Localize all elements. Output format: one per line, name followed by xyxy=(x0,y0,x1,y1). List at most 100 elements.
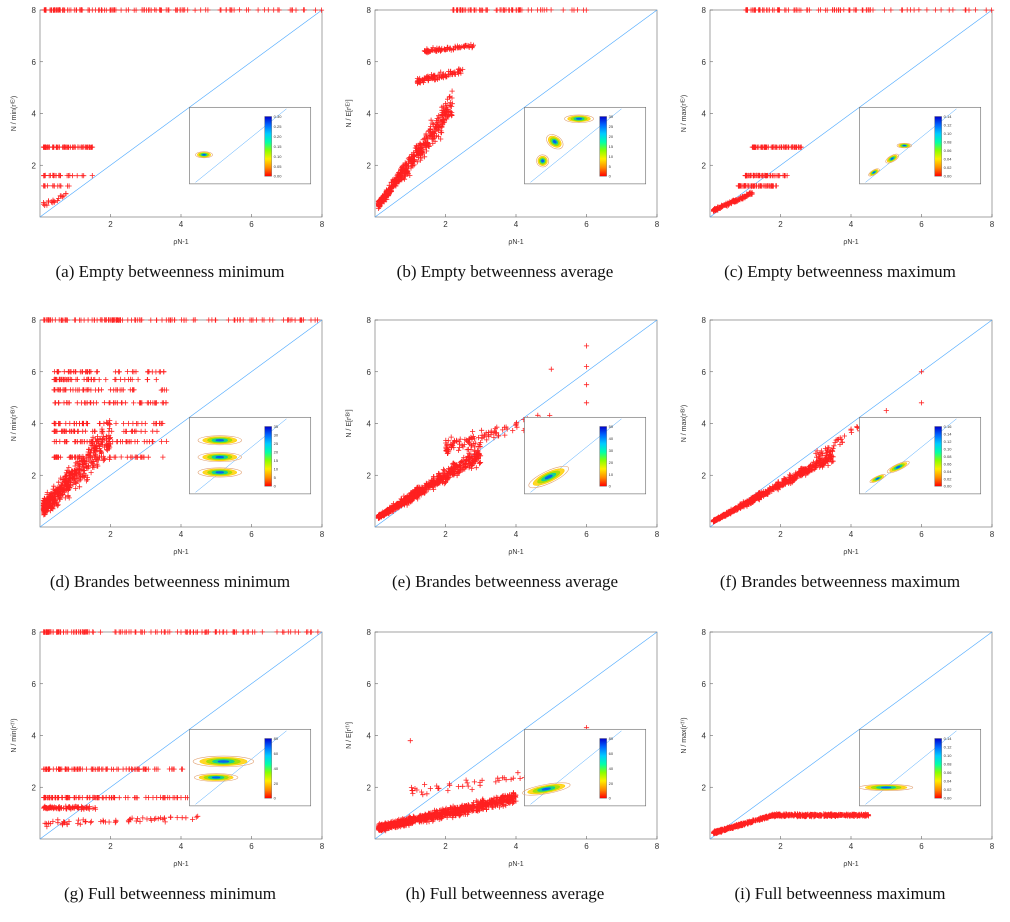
data-point xyxy=(443,438,448,443)
y-axis-label: N / E[r⁽ᶠ⁾] xyxy=(345,722,353,749)
colorbar-tick-label: 0.00 xyxy=(274,174,283,179)
data-point xyxy=(470,429,475,434)
y-tick-label: 2 xyxy=(367,161,372,170)
x-tick-label: 2 xyxy=(778,530,783,539)
colorbar xyxy=(600,426,607,486)
data-point xyxy=(183,629,188,634)
density-inset: 0.160.140.120.100.080.060.040.020.00 xyxy=(859,417,980,494)
data-point xyxy=(245,629,250,634)
y-tick-label: 8 xyxy=(32,6,37,15)
x-axis-label: ρN-1 xyxy=(173,239,188,246)
data-point xyxy=(135,816,140,821)
colorbar-tick-label: 15 xyxy=(609,144,614,149)
y-tick-label: 6 xyxy=(32,680,37,689)
density-contour xyxy=(218,760,229,762)
data-point xyxy=(882,7,887,12)
x-tick-label: 6 xyxy=(584,220,589,229)
data-point xyxy=(919,369,924,374)
data-point xyxy=(855,425,860,430)
density-contour xyxy=(216,472,224,474)
colorbar-tick-label: 0.10 xyxy=(944,131,953,136)
data-point xyxy=(441,467,446,472)
data-point xyxy=(113,819,118,824)
data-point xyxy=(84,369,89,374)
y-tick-label: 6 xyxy=(32,58,37,67)
data-point xyxy=(308,317,313,322)
data-point xyxy=(154,377,159,382)
density-contour xyxy=(216,456,224,458)
colorbar-tick-label: 10 xyxy=(274,467,279,472)
data-point xyxy=(66,493,71,498)
data-point xyxy=(218,7,223,12)
data-point xyxy=(237,317,242,322)
data-point xyxy=(77,421,82,426)
data-point xyxy=(457,445,462,450)
data-point xyxy=(449,113,454,118)
data-point xyxy=(860,8,865,13)
subfigure-caption: (g) Full betweenness minimum xyxy=(0,884,340,904)
data-point xyxy=(159,317,164,322)
y-tick-label: 2 xyxy=(702,161,707,170)
data-point xyxy=(206,317,211,322)
data-point xyxy=(250,629,255,634)
colorbar-tick-label: 0.12 xyxy=(944,123,953,128)
data-point xyxy=(228,7,233,12)
data-point xyxy=(67,421,72,426)
data-point xyxy=(495,8,500,13)
density-contour xyxy=(576,118,581,119)
data-point xyxy=(42,183,47,188)
data-point xyxy=(190,817,195,822)
colorbar-tick-label: 50 xyxy=(609,424,614,429)
data-point xyxy=(103,767,108,772)
data-point xyxy=(429,118,434,123)
data-point xyxy=(98,630,103,635)
data-point xyxy=(950,7,955,12)
colorbar-tick-label: 40 xyxy=(274,766,279,771)
data-point xyxy=(260,629,265,634)
colorbar-tick-label: 0.02 xyxy=(944,476,953,481)
data-point xyxy=(88,820,93,825)
data-point xyxy=(61,629,66,634)
data-point xyxy=(476,435,481,440)
colorbar-tick-label: 0.00 xyxy=(944,484,953,489)
data-point xyxy=(153,816,158,821)
data-point xyxy=(97,421,102,426)
data-point xyxy=(584,364,589,369)
y-axis-label: N / min(r⁽ᴮ⁾) xyxy=(10,406,18,442)
x-axis-label: ρN-1 xyxy=(843,549,858,556)
data-point xyxy=(150,439,155,444)
data-point xyxy=(900,7,905,12)
y-tick-label: 4 xyxy=(367,110,372,119)
data-point xyxy=(106,421,111,426)
data-point xyxy=(584,382,589,387)
data-point xyxy=(113,421,118,426)
data-point xyxy=(164,439,169,444)
colorbar-tick-label: 25 xyxy=(609,124,614,129)
y-tick-label: 6 xyxy=(367,58,372,67)
data-point xyxy=(75,429,80,434)
data-point xyxy=(150,429,155,434)
y-axis-label: N / min(r⁽ᴱ⁾) xyxy=(10,96,18,131)
y-tick-label: 2 xyxy=(32,161,37,170)
y-tick-label: 6 xyxy=(367,368,372,377)
x-tick-label: 8 xyxy=(655,220,660,229)
data-point xyxy=(135,439,140,444)
data-point xyxy=(250,317,255,322)
data-point xyxy=(121,421,126,426)
data-point xyxy=(127,817,132,822)
data-point xyxy=(142,439,147,444)
y-axis-label: N / max(r⁽ᴮ⁾) xyxy=(680,405,688,442)
colorbar-tick-label: 0.08 xyxy=(944,140,953,145)
data-point xyxy=(140,815,145,820)
colorbar-tick-label: 0.02 xyxy=(944,165,953,170)
data-point xyxy=(102,400,107,405)
colorbar-tick-label: 20 xyxy=(274,781,279,786)
y-axis-label: N / min(r⁽ᶠ⁾) xyxy=(10,718,18,752)
